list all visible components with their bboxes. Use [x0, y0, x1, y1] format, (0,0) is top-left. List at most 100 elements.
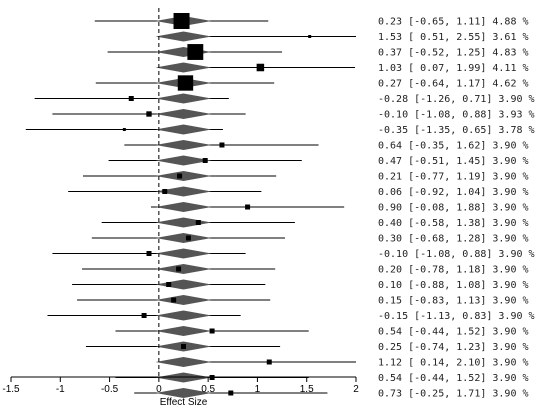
study-row [77, 295, 271, 305]
study-estimate-label: 1.53 [ 0.51, 2.55] 3.61 % [378, 32, 529, 43]
study-estimate-label: 0.40 [-0.58, 1.38] 3.90 % [378, 218, 529, 229]
pooled-estimate-diamond [155, 31, 212, 42]
pooled-estimate-diamond [155, 388, 212, 398]
pooled-estimate-diamond [155, 93, 212, 104]
study-rows [25, 13, 356, 398]
pooled-estimate-diamond [155, 155, 212, 166]
study-estimate-label: 0.64 [-0.35, 1.62] 3.90 % [378, 141, 529, 152]
study-row [150, 202, 345, 212]
study-estimate-box [171, 297, 177, 303]
study-estimate-box [266, 359, 272, 365]
study-estimate-box [181, 344, 186, 349]
study-row [95, 75, 275, 91]
study-estimate-label: 0.10 [-0.88, 1.08] 3.90 % [378, 280, 529, 291]
pooled-estimate-diamond [155, 357, 212, 367]
study-row [91, 233, 286, 243]
x-axis-label: Effect Size [160, 397, 208, 408]
study-row [101, 217, 295, 228]
study-estimate-box [202, 158, 208, 163]
x-tick-label: 1 [255, 384, 261, 395]
study-row [85, 341, 281, 352]
study-row [155, 357, 356, 367]
x-tick-label: 0 [156, 384, 162, 395]
study-row [47, 310, 241, 321]
x-tick-label: 1.5 [300, 384, 314, 395]
study-estimate-box [166, 282, 172, 287]
study-estimate-box [128, 96, 134, 101]
study-estimate-box [141, 313, 147, 318]
x-axis: -1.5 -1 -0.5 0 0.5 1 1.5 2 [2, 376, 359, 395]
pooled-estimate-diamond [155, 171, 212, 181]
study-estimate-box [146, 111, 152, 117]
study-estimate-label: 0.73 [-0.25, 1.71] 3.90 % [378, 389, 529, 400]
pooled-estimate-diamond [155, 62, 212, 73]
study-estimate-box [185, 235, 191, 241]
x-tick-label: -1.5 [2, 384, 20, 395]
study-estimate-label: 0.25 [-0.74, 1.23] 3.90 % [378, 342, 529, 353]
study-estimate-box [177, 75, 194, 91]
study-estimate-label: 1.12 [ 0.14, 2.10] 3.90 % [378, 358, 529, 369]
study-estimate-box [245, 204, 251, 210]
study-estimate-box [209, 328, 215, 334]
pooled-estimate-diamond [155, 326, 212, 336]
x-tick-label: -1 [56, 384, 65, 395]
study-estimate-label: -0.10 [-1.08, 0.88] 3.93 % [378, 110, 535, 121]
x-tick-label: -0.5 [101, 384, 119, 395]
study-estimate-label: 0.47 [-0.51, 1.45] 3.90 % [378, 156, 529, 167]
study-row [108, 155, 302, 166]
study-estimate-label: 0.20 [-0.78, 1.18] 3.90 % [378, 265, 529, 276]
study-estimate-label: 0.54 [-0.44, 1.52] 3.90 % [378, 373, 529, 384]
study-estimate-box [228, 390, 234, 396]
study-row [94, 13, 269, 29]
study-estimate-label: -0.15 [-1.13, 0.83] 3.90 % [378, 311, 535, 322]
study-row [34, 93, 229, 104]
study-row [107, 44, 283, 60]
study-row [72, 279, 266, 290]
pooled-estimate-diamond [155, 233, 212, 243]
study-row [155, 31, 356, 42]
study-estimate-label: 0.27 [-0.64, 1.17] 4.62 % [378, 79, 529, 90]
study-estimate-box [195, 220, 201, 225]
study-row [124, 140, 319, 150]
study-estimate-label: 1.03 [ 0.07, 1.99] 4.11 % [378, 63, 529, 74]
study-estimate-label: 0.90 [-0.08, 1.88] 3.90 % [378, 203, 529, 214]
study-estimate-label: -0.35 [-1.35, 0.65] 3.78 % [378, 125, 535, 136]
study-row [134, 388, 328, 398]
x-tick-label: 0.5 [201, 384, 215, 395]
study-estimate-box [177, 173, 183, 179]
study-estimate-box [308, 35, 312, 38]
pooled-estimate-diamond [155, 124, 212, 135]
pooled-estimate-diamond [155, 217, 212, 228]
pooled-estimate-diamond [155, 264, 212, 274]
pooled-estimate-diamond [155, 109, 212, 119]
study-estimate-label: 0.21 [-0.77, 1.19] 3.90 % [378, 172, 529, 183]
study-estimate-label: 0.37 [-0.52, 1.25] 4.83 % [378, 48, 529, 59]
study-estimate-box [122, 128, 126, 131]
study-row [25, 124, 223, 135]
study-estimate-box [146, 251, 152, 256]
study-estimate-box [162, 189, 168, 194]
pooled-estimate-diamond [155, 310, 212, 321]
study-estimate-box [173, 13, 190, 29]
pooled-estimate-diamond [155, 186, 212, 197]
study-estimate-box [256, 63, 265, 72]
study-estimate-box [176, 266, 182, 272]
study-estimate-box [187, 44, 204, 60]
study-row [52, 109, 246, 119]
pooled-estimate-diamond [155, 279, 212, 290]
study-estimate-label: -0.10 [-1.08, 0.88] 3.90 % [378, 249, 535, 260]
study-row [52, 248, 246, 259]
study-row [155, 62, 356, 73]
study-row [68, 186, 262, 197]
study-estimate-label: 0.54 [-0.44, 1.52] 3.90 % [378, 327, 529, 338]
pooled-estimate-diamond [155, 295, 212, 305]
study-row [81, 264, 276, 274]
study-row [115, 326, 309, 336]
study-estimate-label: 0.30 [-0.68, 1.28] 3.90 % [378, 234, 529, 245]
pooled-estimate-diamond [155, 248, 212, 259]
study-row [82, 171, 277, 181]
pooled-estimate-diamond [155, 202, 212, 212]
study-estimate-label: 0.15 [-0.83, 1.13] 3.90 % [378, 296, 529, 307]
study-estimate-labels: 0.23 [-0.65, 1.11] 4.88 % 1.53 [ 0.51, 2.… [378, 17, 535, 400]
